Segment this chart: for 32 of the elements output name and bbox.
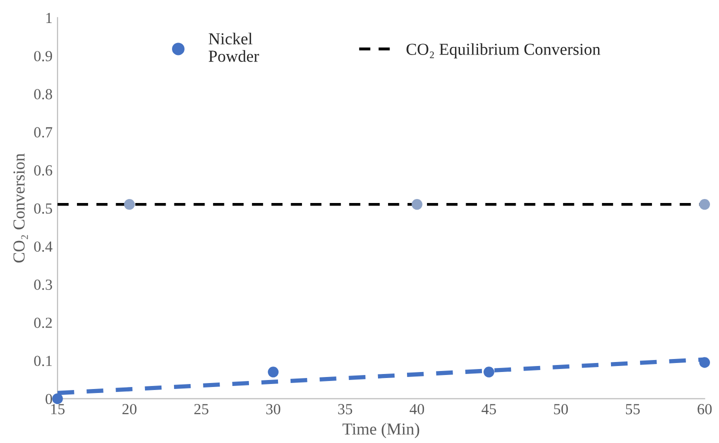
point [699, 357, 710, 368]
point [699, 199, 710, 210]
y-tick-label: 0.5 [34, 203, 52, 214]
y-tick-label: 0.7 [34, 127, 52, 138]
y-tick-label: 0.9 [34, 50, 52, 62]
point [52, 393, 63, 404]
y-tick-label: 1 [46, 12, 52, 24]
y-tick-label: 0.2 [34, 318, 52, 328]
y-tick-label: 0.4 [34, 241, 52, 252]
x-tick-label: 35 [338, 404, 352, 414]
x-tick-label: 20 [122, 404, 136, 414]
x-tick-label: 55 [626, 404, 640, 414]
y-tick-label: 0.6 [34, 165, 52, 176]
point [484, 366, 494, 378]
x-tick-label: 40 [410, 404, 424, 414]
point [412, 199, 422, 210]
y-axis-title: CO₂ Conversion [13, 153, 28, 263]
x-tick-label: 60 [698, 404, 712, 414]
y-tick-label: 0.3 [34, 280, 52, 290]
x-tick-label: 25 [194, 404, 208, 414]
point [268, 366, 279, 378]
x-tick-label: 15 [51, 404, 65, 414]
legend-label: CO₂ Equilibrium Conversion [406, 43, 600, 58]
legend-label: Nickel Powder [208, 32, 260, 62]
x-tick-label: 30 [266, 404, 280, 414]
point [124, 199, 135, 210]
x-axis-title: Time (Min) [342, 422, 420, 438]
x-tick-label: 50 [554, 404, 568, 414]
y-tick-label: 0.1 [34, 356, 52, 366]
y-tick-label: 0.8 [34, 89, 52, 100]
x-tick-label: 45 [482, 404, 496, 414]
y-tick-label: 0 [46, 394, 52, 404]
